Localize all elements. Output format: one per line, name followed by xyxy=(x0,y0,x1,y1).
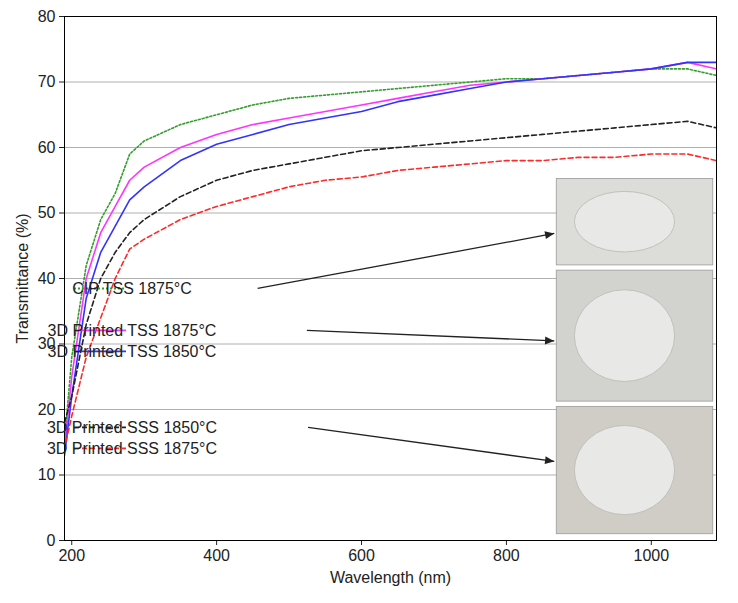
svg-text:CIP TSS 1875°C: CIP TSS 1875°C xyxy=(72,280,192,297)
svg-text:3D Printed TSS 1875°C: 3D Printed TSS 1875°C xyxy=(48,322,217,339)
svg-text:10: 10 xyxy=(38,466,56,483)
svg-text:3D Printed TSS 1850°C: 3D Printed TSS 1850°C xyxy=(48,343,217,360)
svg-text:200: 200 xyxy=(58,547,85,564)
svg-text:50: 50 xyxy=(38,204,56,221)
svg-text:20: 20 xyxy=(38,401,56,418)
svg-text:40: 40 xyxy=(38,270,56,287)
svg-text:600: 600 xyxy=(348,547,375,564)
svg-text:Transmittance (%): Transmittance (%) xyxy=(14,213,31,343)
svg-text:Wavelength (nm): Wavelength (nm) xyxy=(330,569,451,586)
svg-text:400: 400 xyxy=(203,547,230,564)
svg-text:1000: 1000 xyxy=(634,547,670,564)
svg-text:3D Printed SSS 1850°C: 3D Printed SSS 1850°C xyxy=(47,419,217,436)
svg-text:70: 70 xyxy=(38,73,56,90)
svg-text:800: 800 xyxy=(493,547,520,564)
svg-text:80: 80 xyxy=(38,8,56,25)
svg-text:3D Printed SSS 1875°C: 3D Printed SSS 1875°C xyxy=(47,440,217,457)
svg-text:60: 60 xyxy=(38,139,56,156)
svg-text:0: 0 xyxy=(47,532,56,549)
